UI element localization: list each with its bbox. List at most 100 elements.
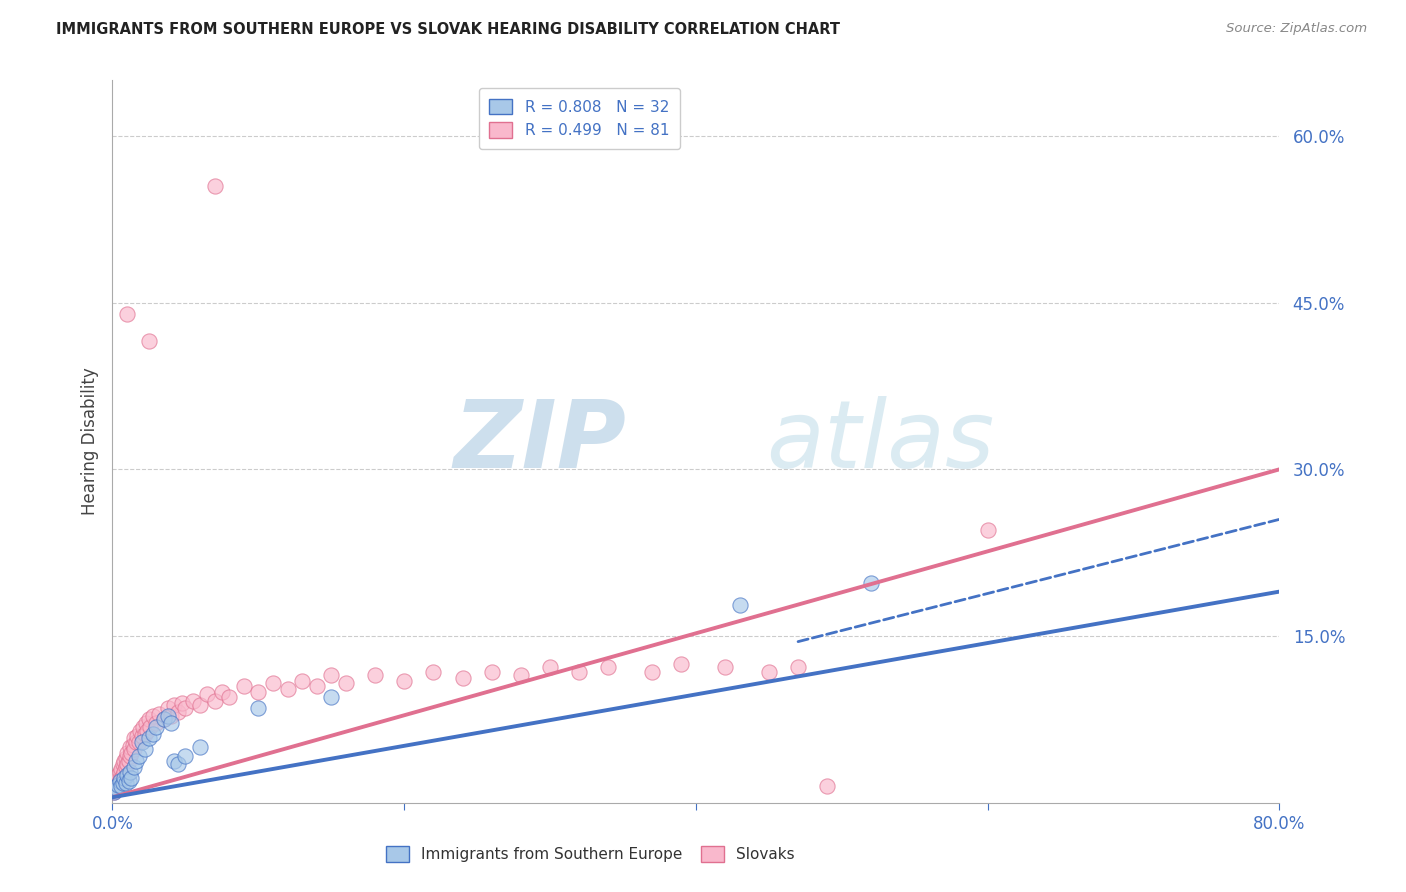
Point (128, 734, 150, 748)
Point (291, 673, 314, 688)
Point (118, 740, 141, 755)
Point (139, 720, 162, 734)
Point (641, 665, 664, 679)
Point (152, 713, 174, 727)
Point (138, 713, 160, 727)
Point (107, 778, 129, 792)
Point (103, 785, 125, 799)
Point (211, 684, 233, 698)
Point (364, 668, 387, 682)
Point (114, 751, 136, 765)
Point (758, 665, 780, 679)
Point (232, 679, 254, 693)
Point (112, 754, 135, 768)
Point (714, 660, 737, 674)
Point (118, 749, 141, 764)
Point (305, 679, 328, 693)
Point (115, 307, 138, 321)
Point (115, 768, 138, 782)
Point (107, 768, 129, 782)
Point (174, 701, 197, 715)
Point (142, 709, 165, 723)
Point (115, 756, 138, 771)
Y-axis label: Hearing Disability: Hearing Disability (80, 368, 98, 516)
Point (112, 764, 135, 779)
Point (247, 701, 270, 715)
Point (204, 178, 226, 193)
Point (105, 782, 128, 797)
Point (394, 673, 416, 688)
Point (156, 701, 179, 715)
Point (138, 731, 160, 746)
Point (860, 575, 883, 590)
Point (163, 698, 186, 712)
Legend: Immigrants from Southern Europe, Slovaks: Immigrants from Southern Europe, Slovaks (380, 840, 801, 868)
Point (481, 665, 503, 679)
Point (152, 713, 174, 727)
Point (422, 665, 444, 679)
Point (138, 334, 160, 349)
Text: atlas: atlas (766, 396, 994, 487)
Point (509, 668, 531, 682)
Point (262, 675, 284, 690)
Point (114, 760, 136, 774)
Point (335, 675, 357, 690)
Point (451, 671, 474, 685)
Point (976, 524, 998, 538)
Point (111, 776, 134, 790)
Point (117, 773, 139, 788)
Point (105, 779, 128, 793)
Point (107, 776, 129, 790)
Point (156, 709, 179, 723)
Point (125, 734, 148, 748)
Point (128, 749, 150, 764)
Point (204, 693, 226, 707)
Point (163, 754, 186, 768)
Point (129, 723, 152, 738)
Point (181, 693, 204, 707)
Point (124, 742, 146, 756)
Point (160, 709, 183, 723)
Point (787, 660, 810, 674)
Point (131, 729, 153, 743)
Point (172, 696, 194, 710)
Point (728, 598, 751, 612)
Point (108, 764, 131, 779)
Point (598, 660, 620, 674)
Point (104, 780, 127, 795)
Point (188, 698, 211, 712)
Point (125, 754, 148, 768)
Point (108, 773, 131, 788)
Point (115, 746, 138, 760)
Point (114, 776, 136, 790)
Point (145, 720, 167, 734)
Point (124, 731, 146, 746)
Text: Source: ZipAtlas.com: Source: ZipAtlas.com (1226, 22, 1367, 36)
Point (111, 768, 134, 782)
Point (195, 687, 218, 701)
Point (136, 723, 159, 738)
Point (145, 715, 167, 730)
Point (148, 706, 170, 721)
Point (104, 776, 127, 790)
Point (188, 740, 211, 755)
Point (112, 772, 135, 786)
Point (815, 779, 838, 793)
Point (671, 657, 693, 671)
Point (568, 665, 591, 679)
Point (124, 760, 146, 774)
Point (538, 660, 561, 674)
Point (110, 779, 132, 793)
Point (127, 729, 149, 743)
Point (174, 749, 197, 764)
Legend: R = 0.808   N = 32, R = 0.499   N = 81: R = 0.808 N = 32, R = 0.499 N = 81 (479, 88, 679, 149)
Point (111, 756, 134, 771)
Point (321, 690, 343, 705)
Point (103, 785, 125, 799)
Point (135, 715, 157, 730)
Point (142, 727, 165, 741)
Point (110, 772, 132, 786)
Point (110, 763, 132, 777)
Point (247, 684, 270, 698)
Point (117, 754, 139, 768)
